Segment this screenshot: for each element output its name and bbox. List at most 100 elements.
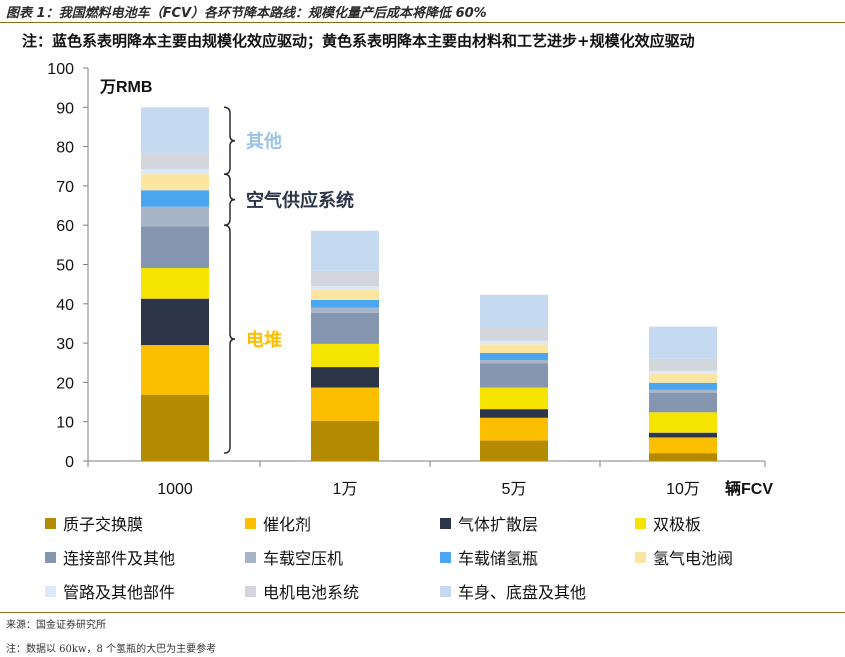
y-tick-label: 90 [56,100,74,117]
legend-label: 质子交换膜 [63,515,144,534]
bar-segment [141,345,209,395]
legend-item: 氢气电池阀 [635,546,733,568]
legend-item: 车身、底盘及其他 [440,580,586,602]
legend-swatch [440,551,451,563]
y-tick-label: 30 [56,336,74,353]
legend-item: 电机电池系统 [245,580,359,602]
bar-segment [311,312,379,344]
legend-label: 电机电池系统 [263,583,360,602]
bar-segment [141,268,209,299]
bar-segment [311,420,379,461]
x-tick-label: 1000 [157,481,193,498]
bar-segment [141,394,209,461]
y-tick-label: 0 [65,454,74,471]
legend-swatch [635,551,646,563]
footnote: 注：数据以 60kw，8 个氢瓶的大巴为主要参考 [6,644,217,655]
bar-segment [480,340,548,345]
legend-item: 管路及其他部件 [45,580,175,602]
stacked-bar-chart: 0 10 20 30 40 50 60 70 80 90 100 1000 1万 5万 10万 万RMB 辆FC… [47,61,773,498]
bar-segment [480,359,548,364]
legend-label: 氢气电池阀 [653,549,734,568]
bar-segment [649,412,717,433]
bar-segment [141,298,209,346]
legend-label: 双极板 [653,515,702,534]
legend-swatch [245,517,256,529]
bar-segment [311,230,379,271]
y-tick-label: 80 [56,140,74,157]
bar-segment [480,440,548,461]
bar-segment [649,326,717,359]
bar-segment [141,190,209,207]
legend-swatch [440,585,451,597]
annotation-bracket [223,173,236,226]
legend-swatch [45,585,56,597]
bar-segment [480,344,548,353]
legend-swatch [245,551,256,563]
bar-segment [311,270,379,287]
source-note: 来源：国金证券研究所 [6,620,106,631]
x-tick-label: 10万 [666,481,700,498]
bar-segment [141,206,209,227]
legend-label: 车身、底盘及其他 [458,583,587,602]
legend-label: 气体扩散层 [458,515,539,534]
bar-segment [649,437,717,454]
annotation-label: 其他 [246,131,282,152]
bar-segment [311,286,379,291]
bar-segment [480,409,548,418]
title-divider [0,22,845,23]
y-tick-label: 20 [56,375,74,392]
y-tick-label: 100 [47,61,74,78]
legend-item: 双极板 [635,512,701,534]
bar-segment [311,343,379,368]
legend-item: 连接部件及其他 [45,546,175,568]
bar-segment [480,387,548,410]
bar-segment [311,367,379,388]
figure-title: 图表 1：我国燃料电池车（FCV）各环节降本路线：规模化量产后成本将降低 60% [6,6,487,21]
legend-label: 管路及其他部件 [63,583,176,602]
legend-item: 车载储氢瓶 [440,546,538,568]
x-axis-title: 辆FCV [725,479,773,498]
annotation-bracket [223,224,236,454]
bar-segment [649,358,717,371]
bar-segment [311,290,379,300]
bar-segment [649,373,717,383]
bar-segment [649,392,717,413]
y-tick-label: 10 [56,415,74,432]
y-tick-label: 50 [56,258,74,275]
y-axis-title: 万RMB [99,79,152,96]
legend-label: 催化剂 [263,515,312,534]
legend-item: 气体扩散层 [440,512,538,534]
bar-segment [649,453,717,461]
bar-segment [141,107,209,154]
bar-segment [311,387,379,421]
bar-segment [480,294,548,327]
bar-segment [480,326,548,341]
bottom-divider [0,612,845,613]
bar-segment [141,169,209,175]
legend-item: 质子交换膜 [45,512,143,534]
chart-note: 注：蓝色系表明降本主要由规模化效应驱动；黄色系表明降本主要由材料和工艺进步+规模… [22,32,695,50]
legend-label: 车载储氢瓶 [458,549,539,568]
bar-segment [649,389,717,393]
bar-segment [141,153,209,170]
legend-swatch [45,551,56,563]
bar-segment [480,417,548,441]
bar-segment [649,370,717,374]
annotation-label: 空气供应系统 [246,190,354,211]
annotation-bracket [223,106,236,175]
legend-swatch [245,585,256,597]
legend-label: 车载空压机 [263,549,344,568]
annotation-label: 电堆 [246,329,282,350]
bar-segment [141,174,209,191]
bar-segment [649,432,717,438]
bar-segment [311,307,379,313]
legend-swatch [440,517,451,529]
bar-segment [311,299,379,308]
bar-segment [480,363,548,388]
bar-segment [480,352,548,360]
legend-swatch [45,517,56,529]
bar-segment [141,226,209,269]
y-tick-label: 40 [56,297,74,314]
legend-swatch [635,517,646,529]
x-tick-label: 1万 [333,481,358,498]
